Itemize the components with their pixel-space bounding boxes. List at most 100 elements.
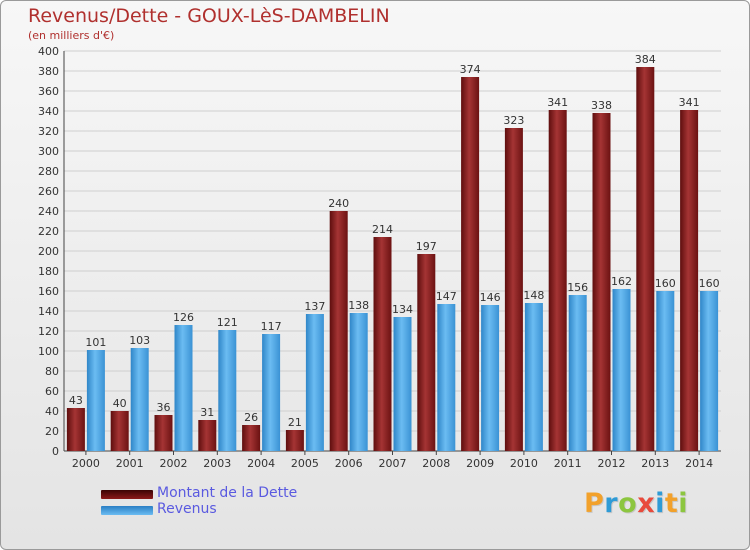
y-tick-label: 320 [38,125,59,138]
y-tick-label: 240 [38,205,59,218]
bar-debt [198,420,217,451]
bar-debt [285,430,304,451]
x-tick-label: 2001 [116,457,144,470]
x-tick-label: 2005 [291,457,319,470]
bars-layer: 43 101 40 103 36 126 31 121 26 117 21 137 240 138 214 1… [66,53,720,451]
x-tick-label: 2007 [379,457,407,470]
y-tick-label: 60 [45,385,59,398]
data-label-revenue: 160 [655,277,676,290]
y-tick-label: 300 [38,145,59,158]
bar-debt [548,110,567,451]
y-tick-label: 380 [38,65,59,78]
y-tick-label: 0 [52,445,59,458]
data-label-debt: 197 [416,240,437,253]
bar-revenue [218,330,237,451]
bar-debt [504,128,523,451]
bar-debt [592,113,611,451]
y-tick-label: 400 [38,45,59,58]
bar-revenue [612,289,631,451]
data-label-debt: 21 [288,416,302,429]
x-tick-label: 2013 [641,457,669,470]
data-label-revenue: 137 [304,300,325,313]
data-label-revenue: 126 [173,311,194,324]
data-label-revenue: 101 [85,336,106,349]
y-tick-label: 200 [38,245,59,258]
data-label-revenue: 134 [392,303,413,316]
x-tick-label: 2012 [598,457,626,470]
bar-revenue [481,305,500,451]
bar-debt [680,110,699,451]
legend-label-debt: Montant de la Dette [157,485,298,501]
bar-revenue [305,314,324,451]
x-tick-labels: 2000 2001 2002 2003 2004 2005 2006 2007 2008 2009… [72,451,713,470]
bar-revenue [700,291,719,451]
data-label-revenue: 117 [261,320,282,333]
bar-debt [66,408,85,451]
data-label-debt: 31 [200,406,214,419]
bar-revenue [86,350,105,451]
chart-subtitle: (en milliers d'€) [28,29,115,42]
logo-letter: t [664,488,679,519]
x-tick-label: 2006 [335,457,363,470]
data-label-debt: 40 [113,397,127,410]
x-tick-label: 2009 [466,457,494,470]
y-tick-label: 100 [38,345,59,358]
y-tick-label: 340 [38,105,59,118]
logo-letter: i [655,488,665,519]
data-label-revenue: 162 [611,275,632,288]
logo-letter: i [678,488,689,519]
chart-title: Revenus/Dette - GOUX-LèS-DAMBELIN [28,5,390,27]
y-tick-label: 40 [45,405,59,418]
x-tick-label: 2000 [72,457,100,470]
bar-revenue [130,348,149,451]
x-tick-label: 2003 [203,457,231,470]
data-label-revenue: 121 [217,316,238,329]
data-label-debt: 240 [328,197,349,210]
bar-debt [329,211,348,451]
bar-revenue [349,313,368,451]
data-label-debt: 341 [547,96,568,109]
proxiti-logo: Proxiti [584,488,688,519]
bar-revenue [656,291,675,451]
y-tick-label: 280 [38,165,59,178]
bar-debt [154,415,173,451]
y-tick-label: 80 [45,365,59,378]
y-tick-label: 360 [38,85,59,98]
data-label-revenue: 138 [348,299,369,312]
bar-revenue [568,295,587,451]
data-label-debt: 214 [372,223,393,236]
y-tick-label: 260 [38,185,59,198]
data-label-debt: 341 [679,96,700,109]
data-label-revenue: 148 [523,289,544,302]
x-tick-label: 2014 [685,457,713,470]
y-tick-label: 20 [45,425,59,438]
bar-debt [373,237,392,451]
data-label-debt: 26 [244,411,258,424]
bar-debt [636,67,655,451]
y-tick-label: 140 [38,305,59,318]
y-tick-label: 160 [38,285,59,298]
grid-layer [63,50,721,452]
y-tick-label: 120 [38,325,59,338]
data-label-revenue: 103 [129,334,150,347]
legend-swatch-revenue [101,506,153,515]
data-label-debt: 36 [157,401,171,414]
data-label-debt: 338 [591,99,612,112]
legend-swatch-debt [101,490,153,499]
data-label-debt: 374 [460,63,481,76]
x-tick-label: 2002 [160,457,188,470]
logo-letter: r [604,488,619,519]
y-tick-labels: 0 20 40 60 80 100 120 140 160 180 200 220 240 260 280 3… [38,45,59,458]
bar-revenue [437,304,456,451]
data-label-revenue: 160 [699,277,720,290]
data-label-revenue: 146 [480,291,501,304]
bar-revenue [393,317,412,451]
bar-revenue [262,334,281,451]
y-tick-label: 180 [38,265,59,278]
data-label-revenue: 147 [436,290,457,303]
x-tick-label: 2008 [422,457,450,470]
logo-letter: o [618,488,638,519]
data-label-revenue: 156 [567,281,588,294]
